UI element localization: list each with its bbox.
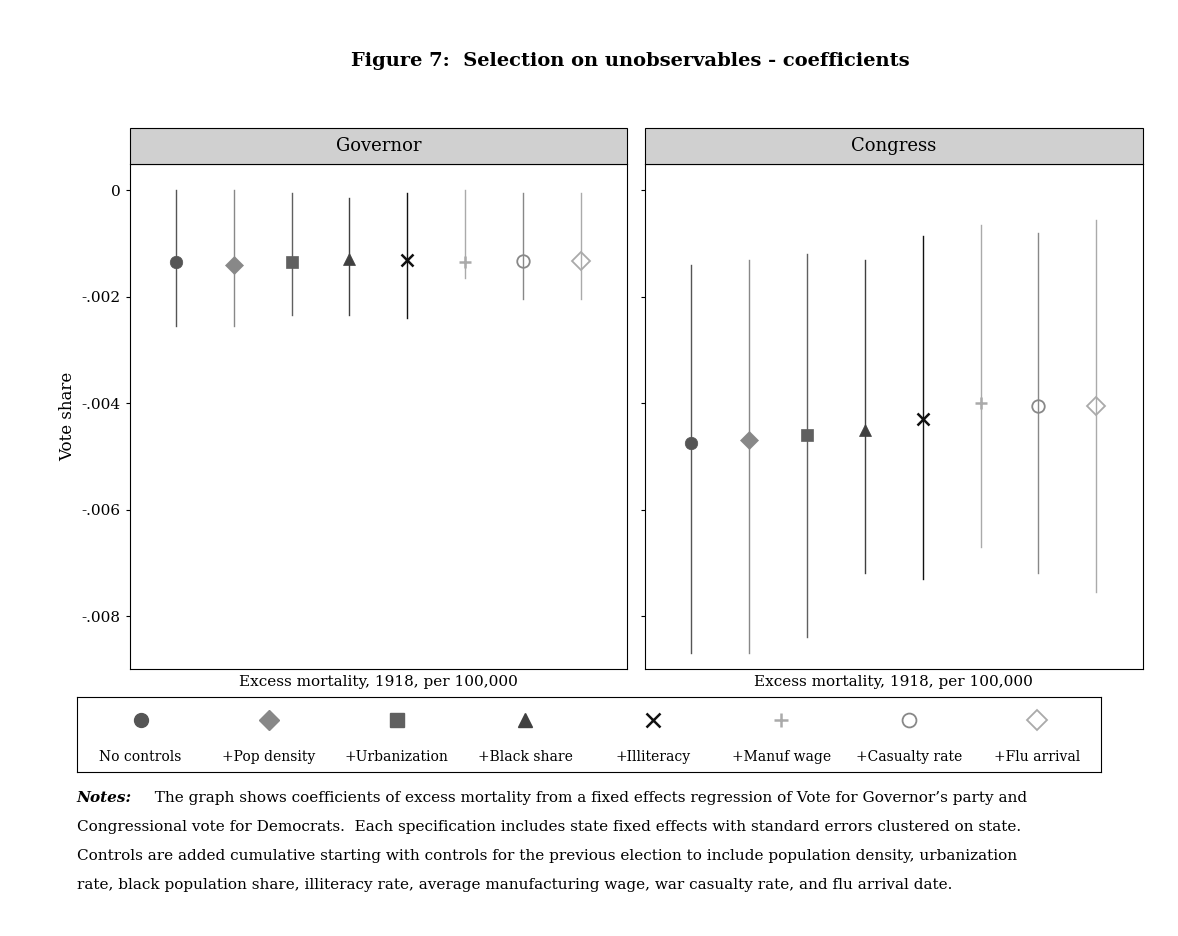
Text: +Pop density: +Pop density [223,751,316,764]
Text: Congress: Congress [852,137,937,155]
Text: Notes:: Notes: [77,791,132,805]
Text: rate, black population share, illiteracy rate, average manufacturing wage, war c: rate, black population share, illiteracy… [77,878,952,892]
Text: No controls: No controls [99,751,181,764]
Text: Controls are added cumulative starting with controls for the previous election t: Controls are added cumulative starting w… [77,849,1017,863]
X-axis label: Excess mortality, 1918, per 100,000: Excess mortality, 1918, per 100,000 [239,675,518,689]
Text: +Manuf wage: +Manuf wage [732,751,830,764]
Text: +Urbanization: +Urbanization [345,751,449,764]
Y-axis label: Vote share: Vote share [59,372,75,461]
Text: +Black share: +Black share [477,751,573,764]
X-axis label: Excess mortality, 1918, per 100,000: Excess mortality, 1918, per 100,000 [754,675,1033,689]
Text: +Flu arrival: +Flu arrival [994,751,1080,764]
Text: Governor: Governor [336,137,422,155]
Text: Figure 7:  Selection on unobservables - coefficients: Figure 7: Selection on unobservables - c… [351,51,909,70]
Text: The graph shows coefficients of excess mortality from a fixed effects regression: The graph shows coefficients of excess m… [145,791,1027,805]
Text: +Casualty rate: +Casualty rate [856,751,962,764]
Text: +Illiteracy: +Illiteracy [615,751,690,764]
Text: Congressional vote for Democrats.  Each specification includes state fixed effec: Congressional vote for Democrats. Each s… [77,820,1020,834]
